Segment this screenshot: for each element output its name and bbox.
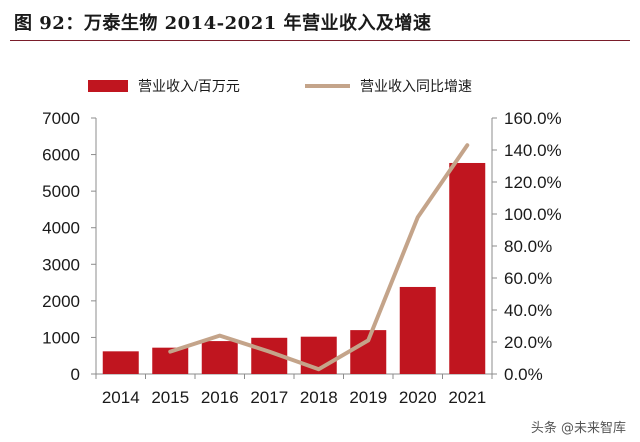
left-tick-label: 1000 <box>42 328 80 347</box>
x-tick-label: 2018 <box>300 388 338 407</box>
revenue-bar <box>399 286 436 374</box>
x-tick-label: 2015 <box>151 388 189 407</box>
left-tick-label: 5000 <box>42 182 80 201</box>
right-tick-label: 100.0% <box>504 205 562 224</box>
x-tick-label: 2014 <box>102 388 140 407</box>
left-tick-label: 7000 <box>42 109 80 128</box>
watermark: 头条 @未来智库 <box>530 421 626 436</box>
right-tick-label: 60.0% <box>504 269 552 288</box>
x-axis: 2014 2015 2016 2017 2018 2019 2020 2021 <box>95 373 493 407</box>
left-tick-label: 4000 <box>42 219 80 238</box>
left-tick-label: 0 <box>71 365 80 384</box>
legend-bar-label: 营业收入/百万元 <box>138 78 240 94</box>
x-tick-label: 2016 <box>201 388 239 407</box>
right-axis: 0.0% 20.0% 40.0% 60.0% 80.0% 100.0% 120.0% 140.… <box>491 109 562 384</box>
x-tick-label: 2021 <box>448 388 486 407</box>
right-tick-label: 20.0% <box>504 333 552 352</box>
right-tick-label: 160.0% <box>504 109 562 128</box>
right-tick-label: 80.0% <box>504 237 552 256</box>
bars <box>102 162 486 374</box>
x-tick-label: 2020 <box>399 388 437 407</box>
figure-title: 图 92：万泰生物 2014-2021 年营业收入及增速 <box>14 13 432 34</box>
right-tick-label: 0.0% <box>504 365 543 384</box>
revenue-bar <box>102 351 139 374</box>
legend: 营业收入/百万元 营业收入同比增速 <box>88 78 472 94</box>
revenue-bar <box>201 341 238 374</box>
title-bar: 图 92：万泰生物 2014-2021 年营业收入及增速 <box>0 0 640 44</box>
growth-rate-line <box>168 143 470 372</box>
right-tick-label: 120.0% <box>504 173 562 192</box>
revenue-bar <box>449 162 486 374</box>
legend-bar-swatch <box>88 80 128 92</box>
right-tick-label: 40.0% <box>504 301 552 320</box>
right-tick-label: 140.0% <box>504 141 562 160</box>
left-tick-label: 3000 <box>42 255 80 274</box>
title-divider <box>10 40 630 41</box>
left-tick-label: 6000 <box>42 146 80 165</box>
legend-line-label: 营业收入同比增速 <box>360 78 472 94</box>
x-tick-label: 2019 <box>349 388 387 407</box>
left-axis: 0 1000 2000 3000 4000 5000 6000 7000 <box>42 109 97 384</box>
left-tick-label: 2000 <box>42 292 80 311</box>
x-tick-label: 2017 <box>250 388 288 407</box>
growth-line-layer <box>168 143 470 372</box>
